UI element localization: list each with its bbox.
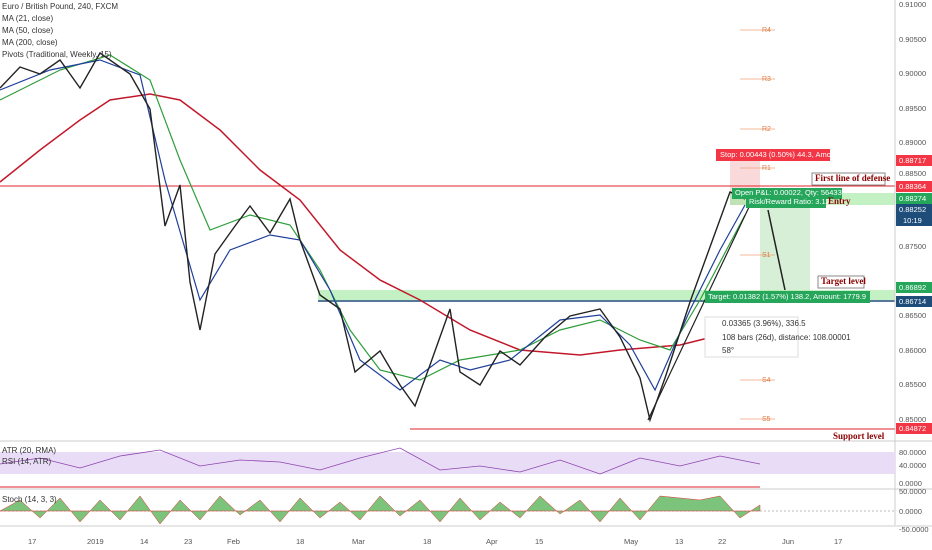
price-tag: 0.88274 (899, 194, 926, 203)
target-label: Target: 0.01382 (1.57%) 138.2, Amount: 1… (708, 292, 866, 301)
pivot-label: R3 (762, 76, 771, 83)
date-label: 2019 (87, 537, 104, 546)
ma-200 (0, 93, 746, 356)
price-tag: 10:19 (903, 216, 922, 225)
price-axis: 0.91000 0.90500 0.90000 0.89500 0.89000 … (894, 0, 932, 525)
price-label: 0.89000 (899, 138, 926, 147)
price-tag: 0.86714 (899, 297, 926, 306)
date-label: 13 (675, 537, 683, 546)
indicator: MA (50, close) (2, 26, 53, 35)
pane-axis: 0.0000 (899, 479, 922, 488)
pane-axis: 50.0000 (899, 487, 926, 496)
date-label: Jun (782, 537, 794, 546)
symbol: Euro / British Pound, 240, FXCM (2, 2, 118, 11)
entry-label: Entry (828, 196, 851, 206)
measure-text: 108 bars (26d), distance: 108.00001 (722, 333, 851, 342)
date-label: Feb (227, 537, 240, 546)
date-axis: 17 2019 14 23 Feb 18 Mar 18 Apr 15 May 1… (0, 525, 932, 546)
date-label: Mar (352, 537, 365, 546)
date-label: 17 (834, 537, 842, 546)
note: Support level (833, 431, 885, 441)
date-label: Apr (486, 537, 498, 546)
target-zone (760, 205, 810, 295)
pane-axis: -50.0000 (899, 525, 929, 534)
pivot-lines (740, 29, 775, 420)
price-tag: 0.88252 (899, 205, 926, 214)
price-label: 0.89500 (899, 104, 926, 113)
rr-label: Risk/Reward Ratio: 3.12 (749, 197, 830, 206)
price-label: 0.87500 (899, 242, 926, 251)
price-path (0, 51, 746, 423)
pane-axis: 80.0000 (899, 448, 926, 457)
pane-label: Stoch (14, 3, 3) (2, 495, 57, 504)
note: Target level (821, 276, 866, 286)
price-tag: 0.86892 (899, 283, 926, 292)
pl-label: Open P&L: 0.00022, Qty: 56433 (735, 188, 842, 197)
arrow (767, 209, 786, 291)
pivot-label: S5 (762, 416, 771, 423)
price-label: 0.90500 (899, 35, 926, 44)
price-label: 0.85000 (899, 415, 926, 424)
date-label: 18 (423, 537, 431, 546)
date-label: 14 (140, 537, 148, 546)
pane-axis: 40.0000 (899, 461, 926, 470)
date-label: 22 (718, 537, 726, 546)
stop-label: Stop: 0.00443 (0.50%) 44.3, Amount: 750 (720, 150, 858, 159)
date-label: 17 (28, 537, 36, 546)
date-label: 23 (184, 537, 192, 546)
measure-box (704, 316, 799, 358)
trend-line (647, 204, 751, 421)
annotation-tags (705, 149, 886, 303)
pane-label: RSI (14, ATR) (2, 457, 52, 466)
pane-label: ATR (20, RMA) (2, 446, 56, 455)
pivot-label: R1 (762, 165, 771, 172)
price-label: 0.90000 (899, 69, 926, 78)
price-label: 0.85500 (899, 380, 926, 389)
pivot-label: R2 (762, 126, 771, 133)
date-label: May (624, 537, 638, 546)
price-label: 0.88500 (899, 169, 926, 178)
pivot-label: R4 (762, 27, 771, 34)
pane-axis: 0.0000 (899, 507, 922, 516)
main-pane: Euro / British Pound, 240, FXCM MA (21, … (0, 2, 895, 442)
measure-text: 0.03365 (3.96%), 336.5 (722, 319, 806, 328)
rsi-pane: ATR (20, RMA) RSI (14, ATR) 80.0000 40.0… (0, 440, 932, 488)
date-label: 18 (296, 537, 304, 546)
pivot-label: S1 (762, 252, 771, 259)
measure-text: 58° (722, 346, 734, 355)
price-tag: 0.88717 (899, 156, 926, 165)
price-label: 0.86000 (899, 346, 926, 355)
indicator: Pivots (Traditional, Weekly, 15) (2, 50, 112, 59)
date-label: 15 (535, 537, 543, 546)
indicator: MA (21, close) (2, 14, 53, 23)
price-label: 0.86500 (899, 311, 926, 320)
stoch-pane: Stoch (14, 3, 3) 50.0000 0.0000 -50.0000 (0, 487, 932, 534)
price-tag: 0.84872 (899, 424, 926, 433)
zone (318, 290, 895, 300)
note: First line of defense (815, 173, 890, 183)
ma-50 (0, 54, 746, 381)
price-label: 0.91000 (899, 0, 926, 9)
pivot-label: S4 (762, 377, 771, 384)
indicator: MA (200, close) (2, 38, 58, 47)
price-tag: 0.88364 (899, 182, 926, 191)
